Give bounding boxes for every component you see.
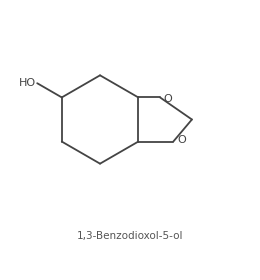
Text: O: O — [164, 94, 173, 104]
Text: O: O — [177, 135, 186, 145]
Text: 1,3-Benzodioxol-5-ol: 1,3-Benzodioxol-5-ol — [77, 231, 183, 241]
Text: HO: HO — [18, 78, 36, 88]
